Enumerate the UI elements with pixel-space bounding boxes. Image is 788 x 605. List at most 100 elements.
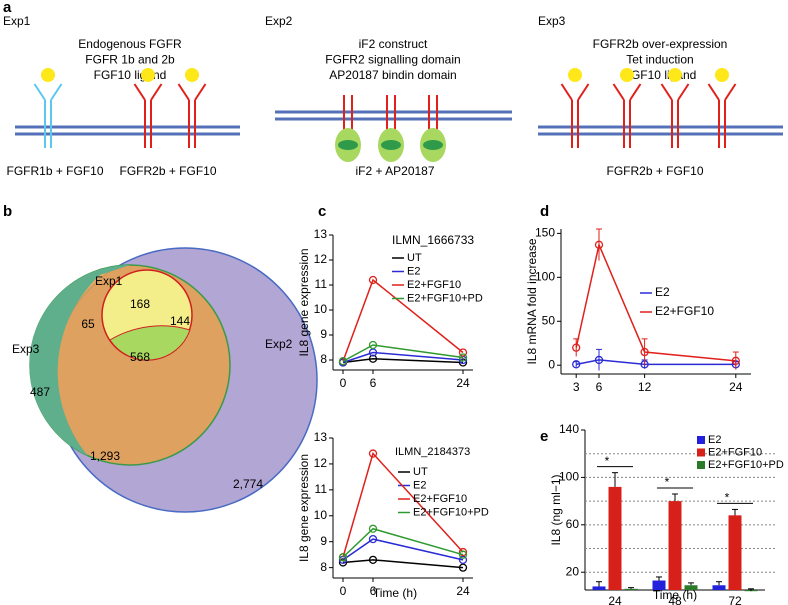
receptor [677,83,690,101]
experiment-description: FGFR2b over-expression [593,37,728,51]
y-tick-label: 11 [315,482,328,496]
experiment-description: AP20187 bindin domain [329,68,456,82]
series-line [342,559,464,569]
panel-label: c [318,203,326,220]
legend-swatch [697,436,705,444]
y-tick-label: 9 [320,327,327,341]
y-tick-label: 12 [314,252,328,266]
y-tick-label: 10 [314,302,328,316]
legend-label: UT [413,466,428,478]
venn-region [109,325,191,361]
ligand [41,68,55,82]
experiment-name: Exp1 [3,14,31,28]
x-tick-label: 6 [370,584,377,598]
y-axis-label: IL8 (ng ml−1) [549,474,563,545]
venn-count: 65 [81,317,95,331]
x-tick-label: 24 [456,376,470,390]
x-axis-label: Time (h) [653,588,697,602]
legend-label: E2 [407,265,420,277]
data-point [368,555,378,565]
x-tick-label: 3 [573,380,580,394]
bar [684,585,698,590]
bar [608,486,622,590]
receptor [177,83,190,101]
data-point [368,275,378,285]
ligand [568,68,582,82]
legend-label: E2+FGF10+PD [413,506,489,518]
series-line [342,538,464,561]
series-line [576,359,736,366]
receptor [612,83,625,101]
data-point [640,347,649,357]
data-point [458,358,468,367]
venn-count: 568 [130,350,150,364]
experiment-name: Exp2 [265,14,293,28]
series-line [342,351,464,364]
venn-count: 487 [30,385,50,399]
legend-swatch [697,461,705,469]
data-point [458,348,468,357]
legend-label: E2 [655,285,670,299]
experiment-description: FGF10 ligand [624,68,697,82]
data-point [458,353,468,362]
receptor [50,83,63,101]
chart-title: ILMN_2184373 [395,446,470,458]
y-tick-label: 150 [535,226,555,240]
x-tick-label: 48 [668,594,682,605]
y-tick-label: 50 [542,313,556,327]
legend-label: E2 [708,434,721,446]
condition-caption: iF2 + AP20187 [355,164,434,178]
receptor [150,83,163,101]
x-tick-label: 24 [729,380,743,394]
y-tick-label: 9 [320,534,327,548]
series-line [575,242,736,362]
venn-set-label: Exp1 [95,274,123,288]
y-tick-label: 20 [566,564,580,578]
receptor [577,83,590,101]
venn-count: 168 [130,297,150,311]
ligand [141,68,155,82]
venn-count: 1,293 [90,449,120,463]
bar [624,588,638,590]
experiment-name: Exp3 [538,14,566,28]
experiment-description: Tet induction [626,53,693,67]
legend-label: E2+FGF10+PD [407,292,483,304]
y-tick-label: 12 [314,456,328,470]
x-tick-label: 24 [608,594,622,605]
receptor [629,83,642,101]
panel-label: d [540,203,549,220]
x-axis-label: Time (h) [373,586,417,600]
series-line [342,357,464,364]
y-tick-label: 100 [535,270,555,284]
data-point [458,550,468,559]
bar [728,515,742,590]
experiment-description: iF2 construct [359,37,428,51]
venn-count: 2,774 [233,477,263,491]
data-point [368,354,378,363]
data-point [458,563,468,572]
x-tick-label: 6 [596,380,603,394]
significance-label: * [665,475,670,489]
experiment-description: FGFR 1b and 2b [85,53,175,67]
data-point [731,356,740,365]
bar [712,585,726,590]
y-tick-label: 13 [314,430,328,444]
data-point [594,355,604,365]
experiment-description: FGFR2 signalling domain [325,53,460,67]
data-point [368,534,378,544]
receptor [724,83,737,101]
panel-label: a [3,0,12,16]
y-tick-label: 11 [315,277,328,291]
x-tick-label: 0 [340,376,347,390]
receptor [560,83,573,101]
receptor [660,83,673,101]
x-tick-label: 72 [728,594,742,605]
experiment-description: Endogenous FGFR [78,37,182,51]
x-tick-label: 12 [638,380,652,394]
receptor [133,83,146,101]
legend-label: E2+FGF10 [407,279,461,291]
receptor [194,83,207,101]
venn-count: 144 [170,314,190,328]
data-point [594,240,604,249]
x-tick-label: 6 [370,376,377,390]
